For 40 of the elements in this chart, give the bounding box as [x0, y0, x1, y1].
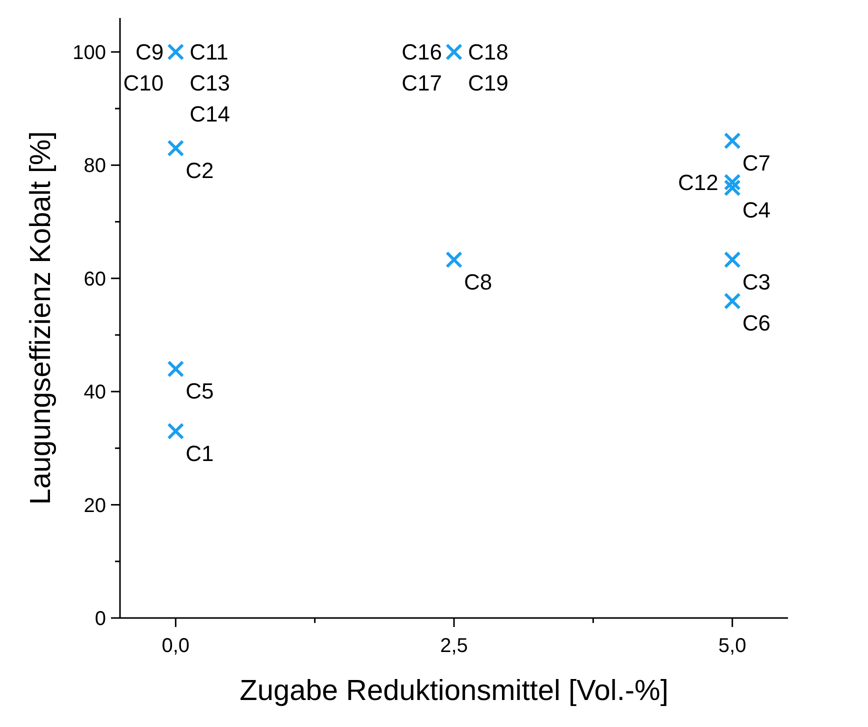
point: [724, 179, 741, 196]
annotation: C16: [402, 40, 442, 65]
point: [724, 174, 741, 191]
annotation: C6: [742, 310, 770, 336]
annotation: C14: [190, 102, 230, 127]
point: [724, 132, 741, 150]
x-axis-title: Zugabe Reduktionsmittel [Vol.-%]: [240, 675, 668, 707]
annotation: C12: [678, 170, 718, 195]
annotation: C2: [186, 158, 214, 183]
point: [446, 43, 462, 60]
y-tick-label: 0: [94, 608, 106, 630]
y-tick-label: 40: [84, 382, 106, 404]
annotation: C1: [186, 440, 214, 466]
point: [446, 251, 462, 268]
point: [724, 292, 741, 310]
annotation: C17: [402, 70, 442, 96]
annotation: C5: [186, 378, 214, 404]
annotation: C18: [468, 40, 508, 65]
point: [167, 360, 184, 378]
y-axis-title: Laugungseffizienz Kobalt [%]: [25, 131, 57, 505]
annotation: C13: [190, 70, 230, 96]
x-tick-label: 0,0: [162, 635, 190, 657]
y-tick-label: 80: [84, 155, 106, 178]
annotation: C8: [464, 269, 492, 294]
annotation: C4: [742, 198, 770, 223]
point: [167, 43, 184, 60]
y-tick-label: 20: [84, 494, 106, 517]
annotation: C7: [742, 150, 770, 176]
annotation: C10: [123, 70, 164, 96]
point: [724, 251, 741, 268]
point: [167, 140, 184, 157]
x-tick-label: 5,0: [718, 635, 746, 657]
point: [167, 422, 184, 440]
annotation: C3: [742, 269, 770, 294]
y-tick-label: 100: [72, 42, 106, 64]
annotation: C11: [190, 40, 228, 65]
y-tick-label: 60: [84, 268, 106, 290]
x-tick-label: 2,5: [440, 635, 468, 657]
annotation: C19: [468, 70, 508, 96]
annotation: C9: [136, 40, 164, 65]
